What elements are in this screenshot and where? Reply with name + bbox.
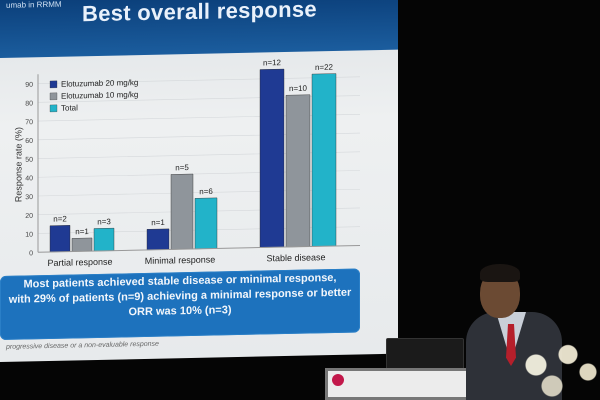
bar-0-2 bbox=[93, 227, 115, 252]
podium-screen bbox=[325, 368, 485, 400]
bar-0-1 bbox=[71, 237, 93, 252]
legend-swatch bbox=[49, 104, 58, 113]
legend-label: Total bbox=[61, 103, 78, 112]
grid-line bbox=[38, 151, 360, 159]
bar-n-label: n=22 bbox=[315, 63, 334, 72]
bar-1-2 bbox=[194, 197, 218, 250]
y-tick-label: 50 bbox=[25, 157, 33, 164]
legend-swatch bbox=[49, 92, 58, 101]
legend-swatch bbox=[49, 80, 58, 89]
grid-line bbox=[38, 114, 360, 122]
bar-1-1 bbox=[170, 173, 194, 250]
projected-slide: umab in RRMM Best overall response Respo… bbox=[0, 0, 398, 363]
flower-arrangement bbox=[520, 330, 600, 400]
y-tick-label: 0 bbox=[29, 250, 33, 257]
key-finding-callout: Most patients achieved stable disease or… bbox=[0, 268, 360, 340]
podium-logo-icon bbox=[332, 374, 344, 386]
bar-2-2 bbox=[311, 73, 337, 247]
grid-line bbox=[38, 132, 360, 141]
legend-label: Elotuzumab 10 mg/kg bbox=[61, 90, 138, 101]
slide-footnote: progressive disease or a non-evaluable r… bbox=[6, 340, 159, 351]
speaker-hair bbox=[480, 264, 520, 282]
bar-1-0 bbox=[146, 228, 170, 251]
y-tick-label: 70 bbox=[25, 119, 33, 126]
y-tick-label: 60 bbox=[25, 138, 33, 145]
category-label: Partial response bbox=[47, 257, 112, 268]
y-tick-label: 10 bbox=[25, 232, 33, 239]
bar-2-0 bbox=[259, 68, 285, 248]
y-tick-label: 40 bbox=[25, 175, 33, 182]
x-axis-line bbox=[38, 244, 360, 253]
speaker-tie bbox=[506, 324, 516, 366]
bar-n-label: n=1 bbox=[75, 227, 89, 236]
category-label: Stable disease bbox=[266, 252, 325, 263]
y-tick-label: 30 bbox=[25, 194, 33, 201]
bar-n-label: n=2 bbox=[53, 214, 67, 223]
y-tick-label: 90 bbox=[25, 82, 33, 89]
bar-n-label: n=6 bbox=[199, 187, 213, 196]
bar-n-label: n=3 bbox=[97, 217, 111, 226]
legend-label: Elotuzumab 20 mg/kg bbox=[61, 78, 138, 89]
y-tick-label: 80 bbox=[25, 100, 33, 107]
bar-n-label: n=10 bbox=[289, 84, 308, 93]
bar-n-label: n=5 bbox=[175, 163, 189, 172]
bar-2-1 bbox=[285, 94, 311, 248]
y-tick-label: 20 bbox=[25, 213, 33, 220]
category-label: Minimal response bbox=[145, 254, 216, 265]
grid-line bbox=[38, 170, 360, 178]
grid-line bbox=[38, 76, 360, 84]
laptop bbox=[386, 338, 464, 372]
bar-chart: 0 10 20 30 40 50 60 70 80 90 n=2 n=1 n=3 n=1 n=5 n=6 n=… bbox=[25, 58, 360, 268]
bar-n-label: n=12 bbox=[263, 58, 282, 67]
bar-0-0 bbox=[49, 225, 71, 253]
bar-n-label: n=1 bbox=[151, 218, 165, 227]
